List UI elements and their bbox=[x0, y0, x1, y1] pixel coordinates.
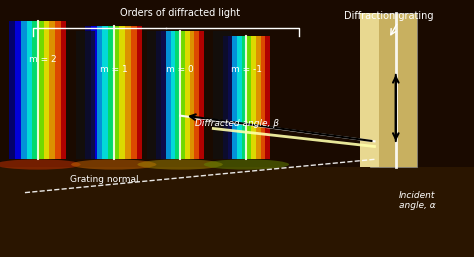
Bar bbox=[242, 36, 246, 159]
Ellipse shape bbox=[137, 159, 223, 170]
Bar bbox=[38, 21, 44, 159]
Bar bbox=[237, 36, 242, 159]
Bar bbox=[147, 31, 166, 159]
Bar bbox=[180, 31, 185, 159]
Bar bbox=[55, 21, 61, 159]
Bar bbox=[246, 36, 251, 159]
Bar bbox=[223, 36, 228, 159]
Polygon shape bbox=[360, 13, 379, 167]
Bar bbox=[171, 31, 175, 159]
Ellipse shape bbox=[204, 159, 289, 170]
Bar bbox=[27, 21, 32, 159]
Text: Incident
angle, α: Incident angle, α bbox=[399, 191, 436, 210]
Bar bbox=[232, 36, 237, 159]
Bar bbox=[114, 26, 119, 159]
Bar bbox=[228, 36, 232, 159]
Text: m = 0: m = 0 bbox=[166, 65, 194, 74]
Bar bbox=[166, 31, 171, 159]
Bar bbox=[199, 31, 204, 159]
Bar bbox=[102, 26, 108, 159]
Bar bbox=[85, 26, 91, 159]
Bar bbox=[190, 31, 194, 159]
Bar bbox=[161, 31, 166, 159]
Bar bbox=[9, 21, 15, 159]
Bar bbox=[32, 21, 38, 159]
Bar bbox=[137, 26, 142, 159]
Bar bbox=[213, 31, 232, 159]
Bar bbox=[185, 31, 190, 159]
Text: m = 2: m = 2 bbox=[29, 54, 56, 64]
Bar bbox=[61, 21, 66, 159]
Bar bbox=[44, 21, 49, 159]
Bar bbox=[261, 36, 265, 159]
Bar bbox=[49, 21, 55, 159]
Bar bbox=[194, 31, 199, 159]
Text: Diffracted angle, β: Diffracted angle, β bbox=[195, 119, 279, 128]
Ellipse shape bbox=[0, 159, 81, 170]
Text: Diffraction grating: Diffraction grating bbox=[344, 11, 433, 21]
Bar bbox=[175, 31, 180, 159]
Bar bbox=[97, 26, 102, 159]
Bar bbox=[108, 26, 114, 159]
Bar bbox=[131, 26, 137, 159]
Text: Grating normal: Grating normal bbox=[70, 175, 138, 185]
Bar bbox=[251, 36, 256, 159]
Bar bbox=[76, 31, 95, 159]
Text: m = -1: m = -1 bbox=[231, 65, 262, 74]
Polygon shape bbox=[370, 13, 417, 167]
Bar bbox=[91, 26, 97, 159]
Bar bbox=[21, 21, 27, 159]
Text: m = 1: m = 1 bbox=[100, 65, 128, 74]
Ellipse shape bbox=[71, 159, 156, 170]
Bar bbox=[156, 31, 161, 159]
Text: Orders of diffracted light: Orders of diffracted light bbox=[120, 8, 240, 18]
Bar bbox=[256, 36, 261, 159]
Bar bbox=[265, 36, 270, 159]
Bar bbox=[119, 26, 125, 159]
Polygon shape bbox=[0, 167, 474, 257]
Bar bbox=[15, 21, 21, 159]
Bar bbox=[125, 26, 131, 159]
